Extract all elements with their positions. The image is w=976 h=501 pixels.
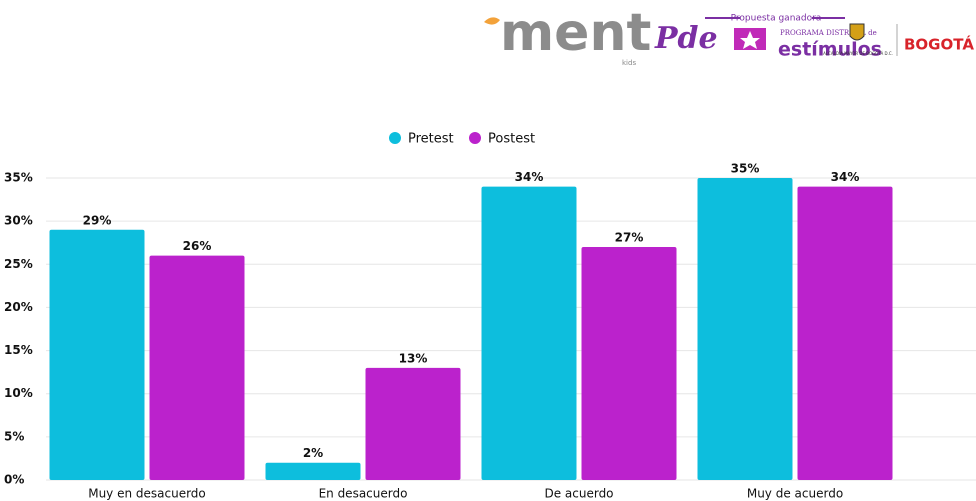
x-tick-label: Muy en desacuerdo xyxy=(88,487,206,501)
bar xyxy=(581,247,677,480)
city-seal xyxy=(849,23,865,41)
value-label: 29% xyxy=(83,213,112,227)
y-tick-label: 30% xyxy=(4,214,33,228)
x-tick-label: Muy de acuerdo xyxy=(747,487,843,501)
value-label: 26% xyxy=(183,239,212,253)
program-star xyxy=(740,31,760,49)
program-name: estímulos xyxy=(778,39,882,61)
legend-swatch xyxy=(469,132,481,144)
program-logo: Pde xyxy=(654,21,718,56)
bar xyxy=(797,186,893,480)
value-label: 35% xyxy=(731,162,760,176)
legend-label: Postest xyxy=(488,132,535,147)
bar xyxy=(265,462,361,480)
y-tick-label: 15% xyxy=(4,343,33,357)
y-tick-label: 20% xyxy=(4,300,33,314)
legend-swatch xyxy=(389,132,401,144)
bar xyxy=(149,255,245,480)
city-seal-label: ALCALDÍA MAYOR DE BOGOTÁ D.C. xyxy=(823,51,893,56)
bar xyxy=(697,178,793,480)
x-tick-label: En desacuerdo xyxy=(319,487,408,501)
x-tick-label: De acuerdo xyxy=(544,487,613,501)
y-tick-label: 35% xyxy=(4,171,33,185)
bar xyxy=(49,229,145,480)
y-tick-label: 10% xyxy=(4,386,33,400)
tagline: Propuesta ganadora xyxy=(731,14,822,24)
bar xyxy=(365,367,461,480)
y-tick-label: 5% xyxy=(4,429,24,443)
brand-sub: kids xyxy=(622,59,636,67)
y-tick-label: 0% xyxy=(4,473,24,487)
bar xyxy=(481,186,577,480)
program-line: PROGRAMA DISTRITAL de xyxy=(780,29,877,37)
city-logo: BOGOTÁ xyxy=(904,35,974,54)
value-label: 34% xyxy=(831,170,860,184)
brand-logo: ment xyxy=(500,3,651,63)
value-label: 2% xyxy=(303,446,323,460)
y-tick-label: 25% xyxy=(4,257,33,271)
value-label: 34% xyxy=(515,170,544,184)
value-label: 27% xyxy=(615,231,644,245)
brand-leaf xyxy=(484,17,500,25)
header-logos: ment kids Pde Propuesta ganadora PROGRAM… xyxy=(484,3,974,67)
legend-label: Pretest xyxy=(408,132,454,147)
value-label: 13% xyxy=(399,351,428,365)
